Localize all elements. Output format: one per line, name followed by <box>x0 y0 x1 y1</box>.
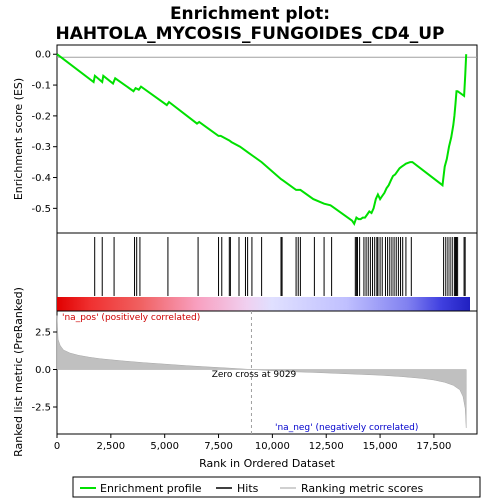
x-tick-label: 17,500 <box>416 441 451 452</box>
x-tick-label: 5,000 <box>150 441 179 452</box>
legend-metric-label: Ranking metric scores <box>301 482 423 495</box>
x-tick-label: 2,500 <box>97 441 126 452</box>
metric-y-tick-label: 0.0 <box>35 365 51 376</box>
es-y-tick-label: -0.5 <box>31 204 51 215</box>
metric-y-tick-label: -2.5 <box>31 403 51 414</box>
metric-y-axis-label: Ranked list metric (PreRanked) <box>12 287 25 457</box>
x-axis-label: Rank in Ordered Dataset <box>199 457 336 470</box>
es-y-axis-label: Enrichment score (ES) <box>12 78 25 200</box>
metric-panel: 2.5 0.0 -2.5 0 2,500 5,000 7,500 10,000 12,500 1… <box>12 287 478 470</box>
enrichment-profile-line <box>56 53 468 226</box>
metric-x-ticks: 0 2,500 5,000 7,500 10,000 12,500 15,000 17,500 <box>54 434 451 452</box>
pos-correlated-label: 'na_pos' (positively correlated) <box>62 313 200 323</box>
ranking-metric-area <box>56 315 467 429</box>
rank-color-bar <box>57 297 470 311</box>
x-tick-label: 10,000 <box>255 441 290 452</box>
legend-enrichment-label: Enrichment profile <box>100 482 202 495</box>
chart-title-line1: Enrichment plot: <box>170 4 330 24</box>
legend-hits-label: Hits <box>237 482 259 495</box>
es-panel: 0.0 -0.1 -0.2 -0.3 -0.4 -0.5 Enrichment score… <box>12 44 478 234</box>
es-y-tick-label: -0.1 <box>31 81 51 92</box>
x-tick-label: 0 <box>54 441 60 452</box>
es-y-ticks: 0.0 -0.1 -0.2 -0.3 -0.4 -0.5 <box>31 50 57 215</box>
metric-y-tick-label: 2.5 <box>35 328 51 339</box>
es-y-tick-label: 0.0 <box>35 50 51 61</box>
es-y-tick-label: -0.4 <box>31 173 51 184</box>
metric-y-ticks: 2.5 0.0 -2.5 <box>31 328 57 414</box>
neg-correlated-label: 'na_neg' (negatively correlated) <box>275 423 418 433</box>
x-tick-label: 12,500 <box>309 441 344 452</box>
metric-panel-frame <box>56 310 478 435</box>
hits-panel <box>56 232 478 312</box>
hit-markers <box>94 237 466 296</box>
es-panel-frame <box>56 44 478 234</box>
zero-cross-label: Zero cross at 9029 <box>212 370 297 380</box>
chart-title-line2: HAHTOLA_MYCOSIS_FUNGOIDES_CD4_UP <box>55 24 444 44</box>
x-tick-label: 15,000 <box>363 441 398 452</box>
legend: Enrichment profile Hits Ranking metric s… <box>72 476 481 498</box>
es-y-tick-label: -0.3 <box>31 142 51 153</box>
es-y-tick-label: -0.2 <box>31 111 51 122</box>
x-tick-label: 7,500 <box>204 441 233 452</box>
legend-frame <box>72 476 481 498</box>
